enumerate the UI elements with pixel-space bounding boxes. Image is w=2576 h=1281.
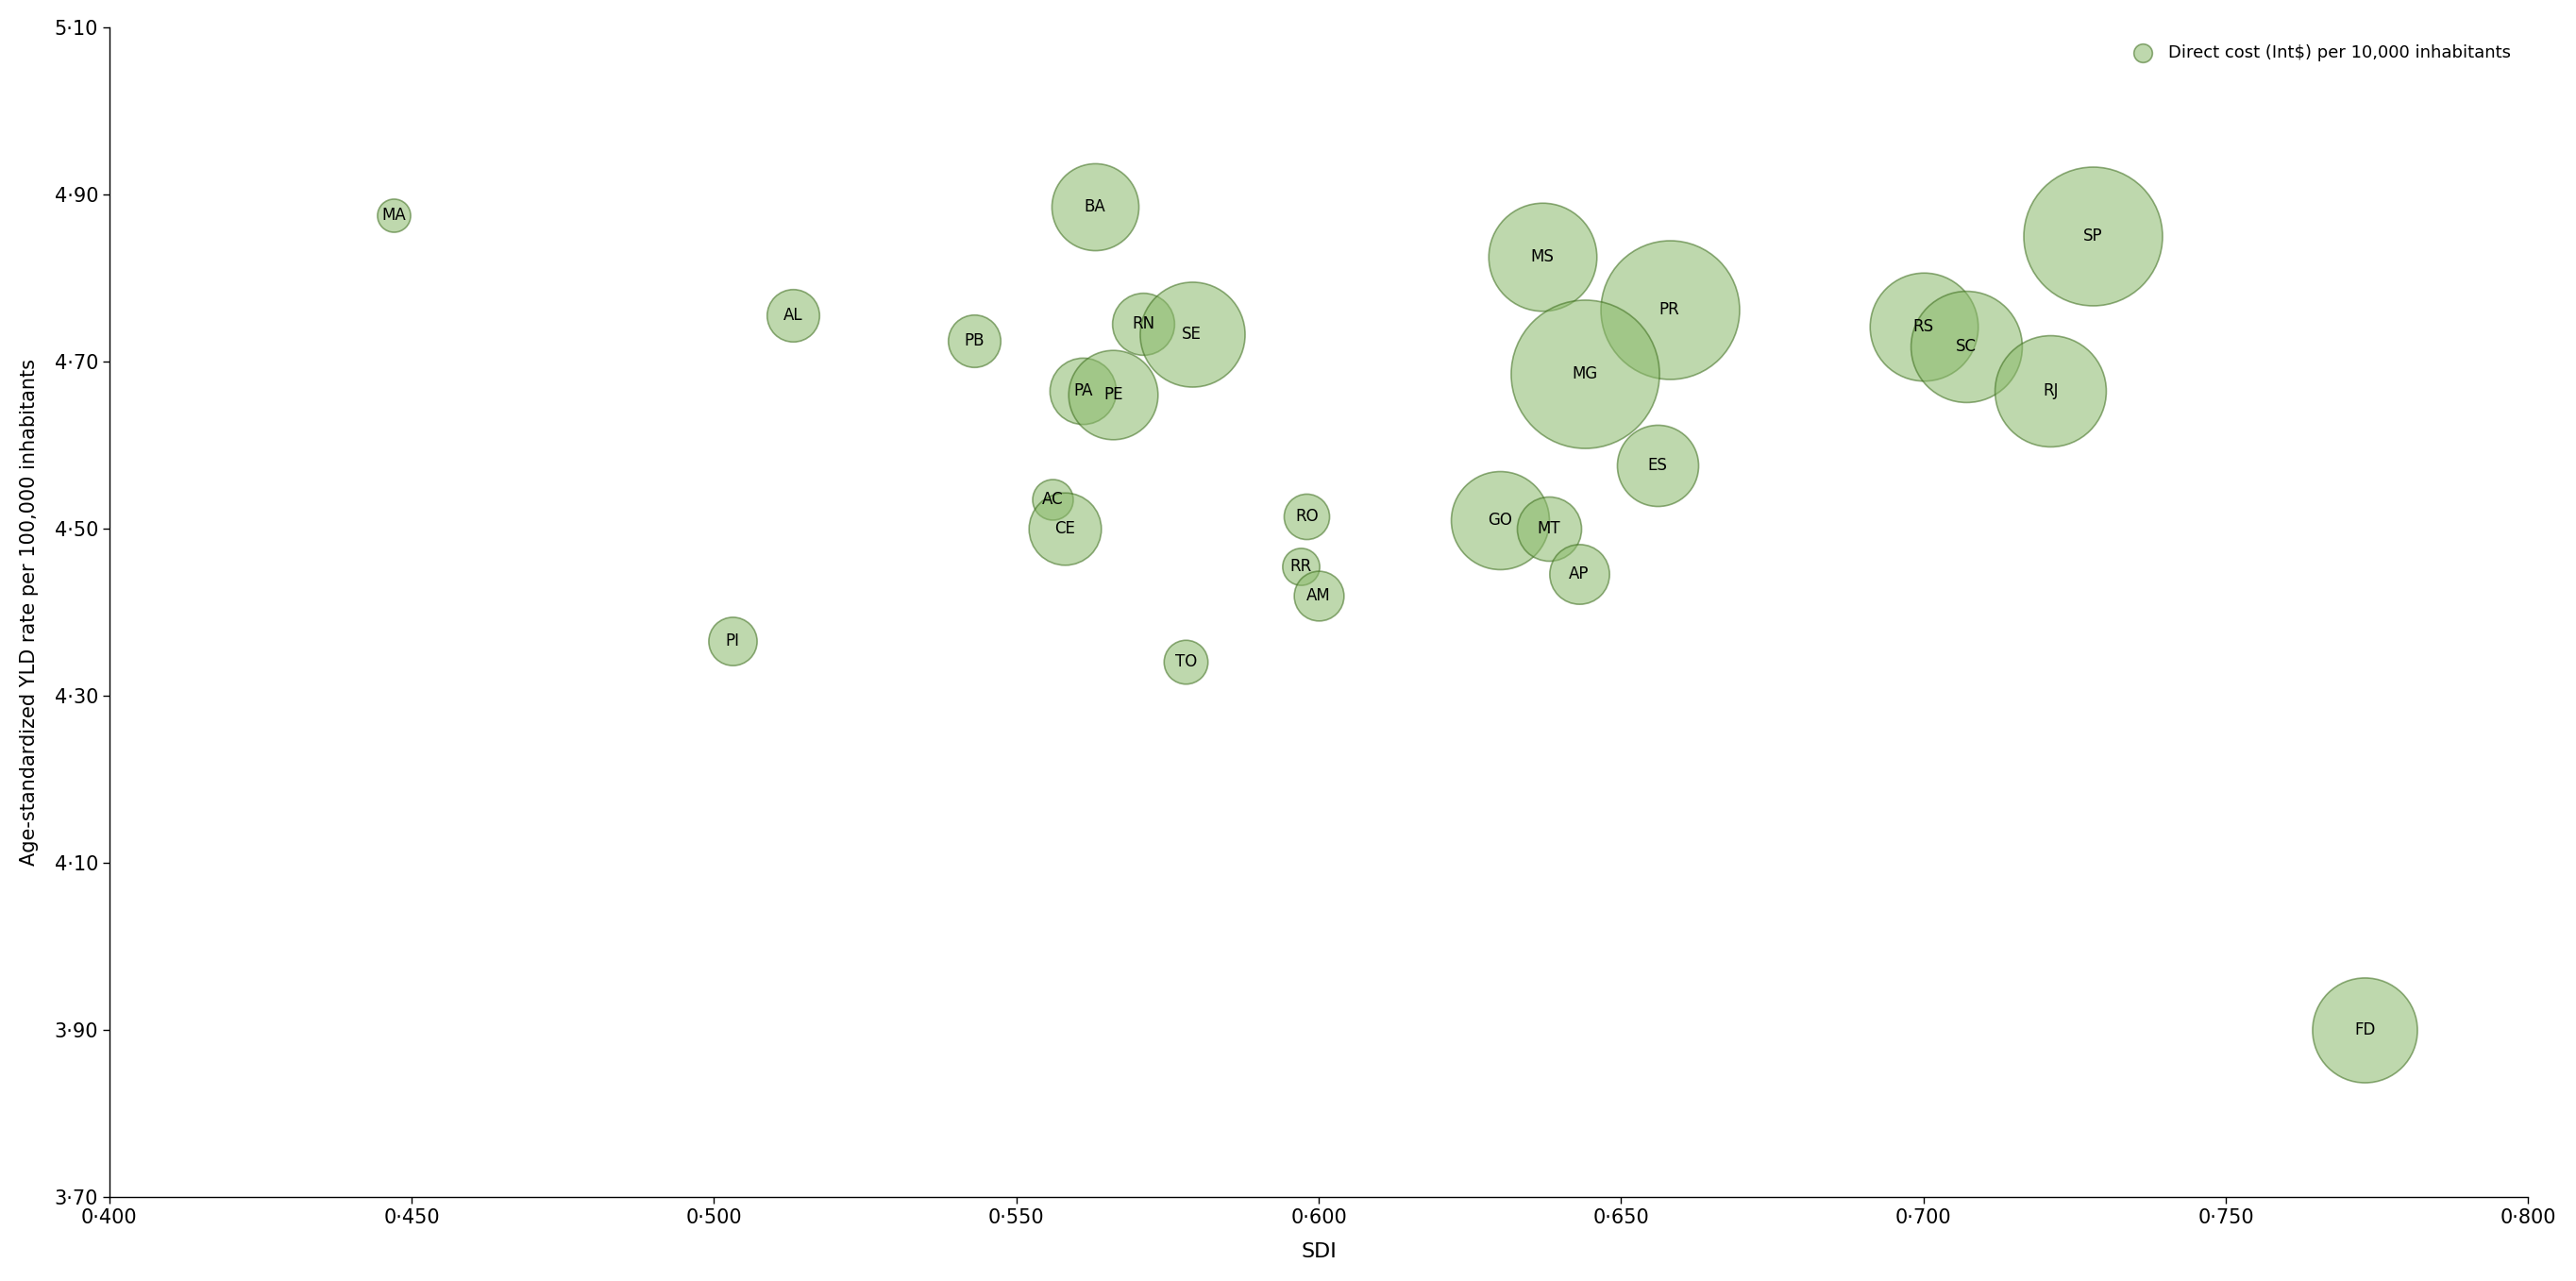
Point xyxy=(2344,1020,2385,1040)
Text: RJ: RJ xyxy=(2043,382,2058,400)
Text: AL: AL xyxy=(783,307,801,324)
Text: AM: AM xyxy=(1306,587,1332,603)
Text: RS: RS xyxy=(1914,318,1935,334)
Text: MG: MG xyxy=(1571,365,1597,383)
Text: PR: PR xyxy=(1659,301,1680,318)
Text: PB: PB xyxy=(963,332,984,348)
Point xyxy=(1123,314,1164,334)
Legend: Direct cost (Int$) per 10,000 inhabitants: Direct cost (Int$) per 10,000 inhabitant… xyxy=(2117,36,2519,69)
Text: SP: SP xyxy=(2084,228,2102,245)
Text: PA: PA xyxy=(1074,382,1092,400)
Point xyxy=(1280,556,1321,576)
Text: RN: RN xyxy=(1131,315,1154,332)
Point xyxy=(1564,364,1605,384)
Text: RR: RR xyxy=(1291,557,1311,574)
Point xyxy=(1528,519,1569,539)
Text: RO: RO xyxy=(1296,507,1319,524)
Y-axis label: Age-standardized YLD rate per 100,000 inhabitants: Age-standardized YLD rate per 100,000 in… xyxy=(21,359,39,866)
Point xyxy=(1033,489,1074,510)
Point xyxy=(1092,384,1133,405)
Point xyxy=(1061,380,1103,401)
Text: SC: SC xyxy=(1955,338,1976,355)
Point xyxy=(1043,519,1084,539)
Point xyxy=(1636,456,1677,477)
Text: FD: FD xyxy=(2354,1021,2375,1038)
Text: AC: AC xyxy=(1043,491,1064,507)
Point xyxy=(711,632,752,652)
X-axis label: SDI: SDI xyxy=(1301,1243,1337,1262)
Point xyxy=(1558,564,1600,584)
Point xyxy=(1479,510,1520,530)
Point xyxy=(374,205,415,225)
Point xyxy=(2030,380,2071,401)
Text: MT: MT xyxy=(1538,520,1561,537)
Text: BA: BA xyxy=(1084,199,1105,215)
Text: MS: MS xyxy=(1530,249,1553,265)
Text: GO: GO xyxy=(1489,511,1512,529)
Text: PI: PI xyxy=(724,633,739,649)
Point xyxy=(1522,247,1564,268)
Point xyxy=(773,305,814,325)
Text: MA: MA xyxy=(381,206,404,224)
Point xyxy=(1285,506,1327,526)
Point xyxy=(1649,300,1690,320)
Point xyxy=(2071,225,2112,246)
Text: TO: TO xyxy=(1175,653,1198,670)
Point xyxy=(1074,196,1115,216)
Text: SE: SE xyxy=(1182,327,1200,343)
Text: AP: AP xyxy=(1569,566,1589,583)
Text: PE: PE xyxy=(1103,387,1123,404)
Point xyxy=(1164,652,1206,673)
Text: ES: ES xyxy=(1649,457,1667,474)
Point xyxy=(1172,324,1213,345)
Point xyxy=(1298,585,1340,606)
Point xyxy=(1945,336,1986,356)
Point xyxy=(953,330,994,351)
Text: CE: CE xyxy=(1054,520,1074,537)
Point xyxy=(1904,316,1945,337)
